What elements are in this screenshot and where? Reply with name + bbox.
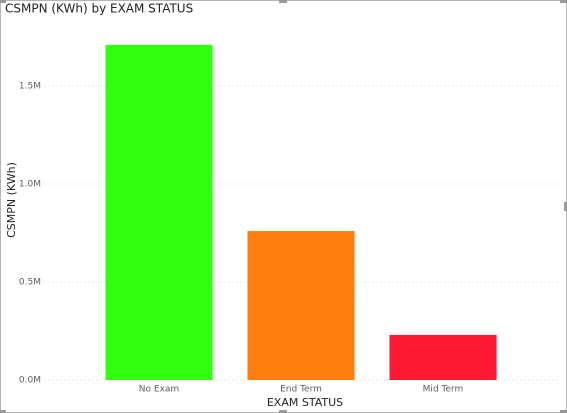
bar: [247, 231, 355, 380]
x-axis-title: EXAM STATUS: [267, 396, 343, 409]
handle: [560, 410, 567, 413]
chart-title: CSMPN (KWh) by EXAM STATUS: [5, 2, 193, 16]
handle: [0, 410, 6, 413]
y-tick-label: 0.0M: [19, 376, 41, 386]
y-tick-label: 1.0M: [19, 180, 41, 190]
x-tick-label: End Term: [280, 385, 322, 395]
y-axis-title: CSMPN (KWh): [5, 162, 18, 238]
handle: [279, 0, 287, 3]
x-tick-label: Mid Term: [423, 385, 464, 395]
bar: [389, 334, 497, 380]
handle: [279, 410, 287, 413]
x-tick-label: No Exam: [139, 385, 179, 395]
bar: [105, 44, 213, 381]
handle: [564, 202, 567, 211]
handle: [0, 0, 6, 3]
y-tick-label: 0.5M: [19, 278, 41, 288]
handle: [560, 0, 567, 3]
y-tick-label: 1.5M: [19, 82, 41, 92]
